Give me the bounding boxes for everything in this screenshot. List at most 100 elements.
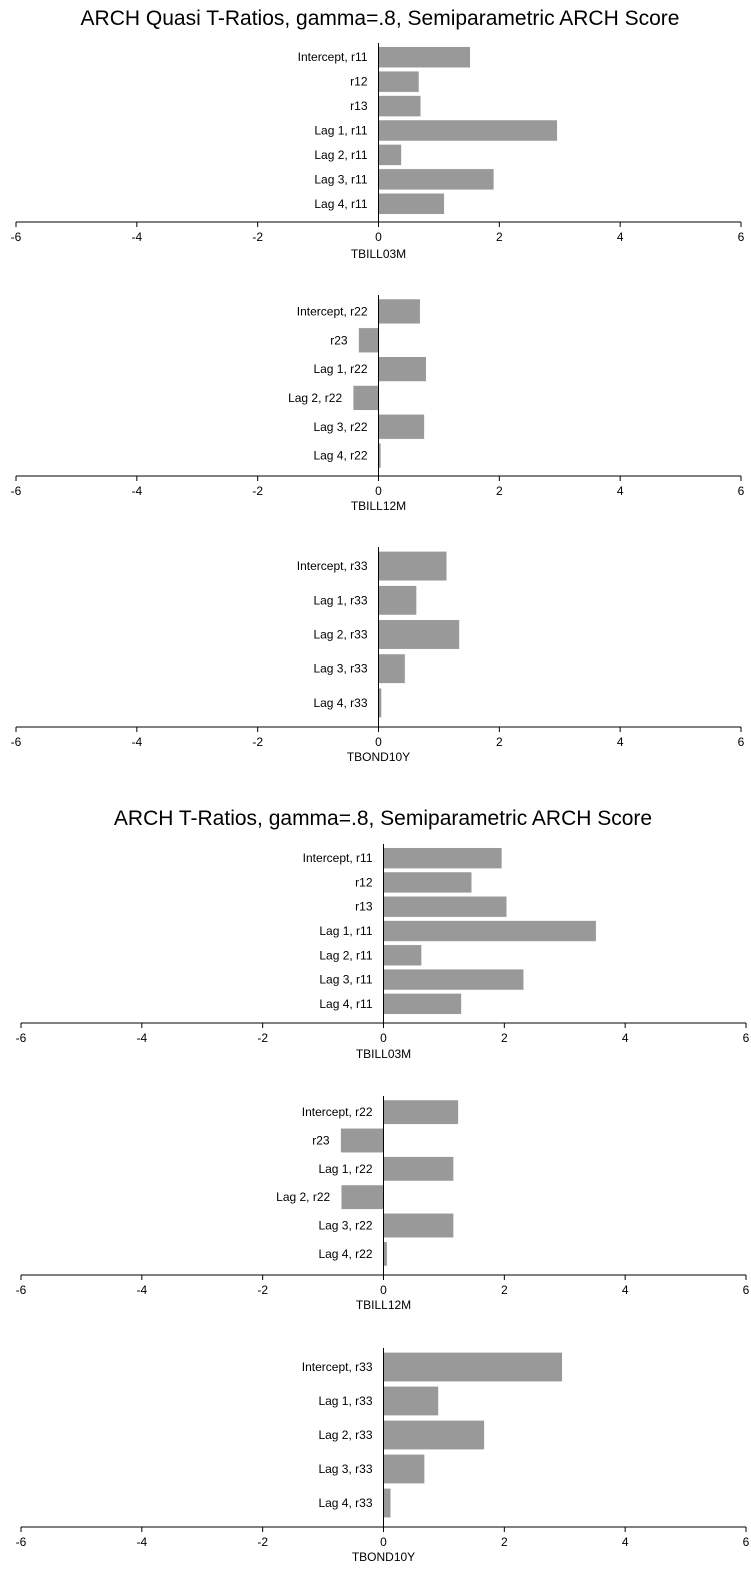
category-label: Lag 3, r22 xyxy=(313,420,367,434)
x-tick-label: 2 xyxy=(496,735,503,749)
x-tick-label: 4 xyxy=(622,1535,629,1549)
x-axis-label: TBILL12M xyxy=(356,1298,411,1312)
x-tick-label: 0 xyxy=(375,230,382,244)
x-tick-label: 0 xyxy=(380,1535,387,1549)
x-tick-label: 6 xyxy=(738,230,745,244)
category-label: Intercept, r33 xyxy=(297,559,368,573)
x-tick-label: -4 xyxy=(136,1031,147,1045)
category-label: r23 xyxy=(312,1134,330,1148)
x-tick-label: 6 xyxy=(738,735,745,749)
bar xyxy=(383,920,597,942)
category-label: Intercept, r22 xyxy=(302,1105,373,1119)
x-axis-label: TBILL03M xyxy=(351,247,406,261)
bar-panel: Intercept, r33 Lag 1, r33 Lag 2, r33 Lag 3,… xyxy=(16,1348,750,1564)
bar-panel: Intercept, r11 r12 r13 Lag 1, r11 Lag 2, r11… xyxy=(11,43,745,261)
bar xyxy=(378,619,460,650)
bar xyxy=(383,1213,454,1238)
bar xyxy=(378,46,471,68)
bar xyxy=(378,144,402,166)
category-label: Lag 1, r22 xyxy=(318,1162,372,1176)
x-tick-label: 4 xyxy=(622,1283,629,1297)
category-label: Lag 4, r11 xyxy=(319,997,372,1011)
category-label: r12 xyxy=(350,75,368,89)
x-tick-label: 6 xyxy=(743,1283,750,1297)
bar xyxy=(378,585,417,616)
category-label: r13 xyxy=(355,900,373,914)
x-tick-label: -2 xyxy=(252,735,263,749)
category-label: Lag 1, r22 xyxy=(313,362,367,376)
category-label: r23 xyxy=(330,333,348,347)
category-label: Lag 1, r33 xyxy=(318,1394,372,1408)
x-tick-label: -4 xyxy=(136,1283,147,1297)
x-tick-label: 4 xyxy=(617,735,624,749)
bar xyxy=(383,1420,485,1450)
category-label: Lag 4, r11 xyxy=(314,197,367,211)
x-tick-label: 4 xyxy=(617,484,624,498)
bar xyxy=(383,896,507,918)
category-label: Lag 2, r11 xyxy=(314,148,367,162)
chart-panels: Intercept, r11 r12 r13 Lag 1, r11 Lag 2, r11… xyxy=(11,43,750,1564)
category-label: Lag 4, r33 xyxy=(313,696,367,710)
x-tick-label: 4 xyxy=(617,230,624,244)
category-label: Intercept, r11 xyxy=(303,851,373,865)
bar xyxy=(383,1454,425,1484)
bar xyxy=(383,1488,391,1518)
category-label: Intercept, r22 xyxy=(297,304,368,318)
category-label: Lag 3, r33 xyxy=(318,1462,372,1476)
bar xyxy=(378,356,427,382)
bar-panel: Intercept, r11 r12 r13 Lag 1, r11 Lag 2, r11… xyxy=(16,844,750,1061)
category-label: Lag 1, r11 xyxy=(314,124,367,138)
x-axis-label: TBILL03M xyxy=(356,1047,411,1061)
x-tick-label: 2 xyxy=(496,484,503,498)
x-tick-label: -4 xyxy=(131,484,142,498)
category-label: Lag 1, r33 xyxy=(313,593,367,607)
category-label: Lag 2, r22 xyxy=(288,391,342,405)
x-tick-label: -4 xyxy=(131,230,142,244)
x-axis-label: TBOND10Y xyxy=(352,1550,415,1564)
x-axis-label: TBOND10Y xyxy=(347,750,410,764)
bar xyxy=(383,944,422,966)
x-tick-label: -2 xyxy=(252,484,263,498)
x-axis-label: TBILL12M xyxy=(351,499,406,513)
category-label: r12 xyxy=(355,875,373,889)
bar xyxy=(383,1386,439,1416)
x-tick-label: 0 xyxy=(375,735,382,749)
x-tick-label: 2 xyxy=(501,1535,508,1549)
x-tick-label: -2 xyxy=(257,1283,268,1297)
bar xyxy=(378,653,406,684)
x-tick-label: -4 xyxy=(131,735,142,749)
bar xyxy=(383,1156,454,1182)
category-label: Lag 1, r11 xyxy=(319,924,372,938)
category-label: r13 xyxy=(350,99,368,113)
x-tick-label: -6 xyxy=(16,1535,27,1549)
bar xyxy=(352,385,379,411)
x-tick-label: -4 xyxy=(136,1535,147,1549)
category-label: Lag 2, r33 xyxy=(313,628,367,642)
category-label: Lag 3, r11 xyxy=(319,973,372,987)
x-tick-label: 6 xyxy=(738,484,745,498)
x-tick-label: -2 xyxy=(257,1031,268,1045)
bar xyxy=(378,119,558,142)
category-label: Lag 2, r22 xyxy=(276,1190,330,1204)
category-label: Intercept, r33 xyxy=(302,1360,373,1374)
x-tick-label: 0 xyxy=(380,1283,387,1297)
x-tick-label: 0 xyxy=(380,1031,387,1045)
category-label: Lag 4, r22 xyxy=(318,1247,372,1261)
category-label: Intercept, r11 xyxy=(298,50,368,64)
x-tick-label: -6 xyxy=(11,230,22,244)
bar xyxy=(378,414,425,440)
x-tick-label: 0 xyxy=(375,484,382,498)
category-label: Lag 3, r33 xyxy=(313,662,367,676)
category-label: Lag 4, r33 xyxy=(318,1496,372,1510)
x-tick-label: 2 xyxy=(501,1031,508,1045)
bar xyxy=(383,968,524,991)
bar xyxy=(383,871,472,894)
bar xyxy=(383,1241,388,1267)
bar xyxy=(378,168,495,191)
x-tick-label: -6 xyxy=(11,484,22,498)
x-tick-label: -2 xyxy=(257,1535,268,1549)
bar xyxy=(378,551,448,582)
category-label: Lag 4, r22 xyxy=(313,449,367,463)
bar xyxy=(378,193,445,215)
